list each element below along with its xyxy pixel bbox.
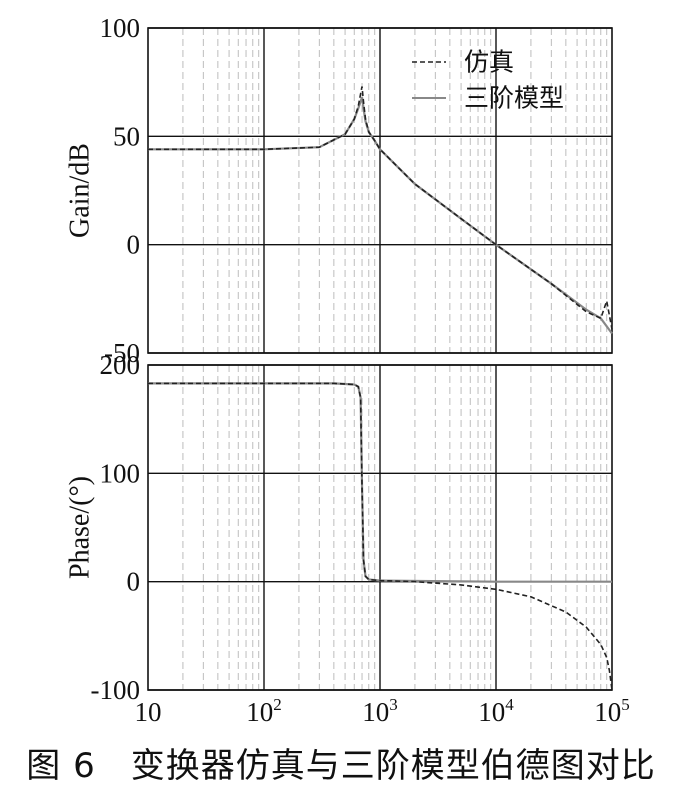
phase-ytick-label: 100 [100, 458, 141, 488]
legend-entry: 仿真 [464, 48, 514, 77]
figure-caption: 图 6 变换器仿真与三阶模型伯德图对比 [26, 746, 656, 786]
phase-ytick-label: 0 [127, 567, 141, 597]
phase-ytick-label: 200 [100, 350, 141, 380]
gain-ytick-label: 50 [113, 121, 140, 151]
legend-entry: 三阶模型 [464, 84, 564, 113]
xtick-label: 103 [362, 695, 398, 727]
gain-ytick-label: -50 [104, 338, 140, 368]
phase-ytick-label: -100 [91, 675, 141, 705]
phase-axes-frame [147, 364, 613, 691]
phase-panel: 200 100 0 -100 Phase/(°) 10 102 103 104 105 [65, 350, 630, 727]
xtick-label: 105 [594, 695, 630, 727]
xtick-label: 102 [246, 695, 282, 727]
phase-y-axis-label: Phase/(°) [65, 476, 96, 579]
gain-axes-frame [147, 27, 613, 354]
xtick-label: 104 [478, 695, 514, 727]
xtick-label: 10 [135, 697, 162, 727]
gain-series-simulation-line [148, 86, 613, 330]
gain-y-axis-label: Gain/dB [65, 143, 96, 238]
gain-ytick-label: 100 [100, 13, 141, 43]
phase-series-simulation-line [148, 382, 613, 691]
gain-ytick-label: 0 [127, 230, 141, 260]
